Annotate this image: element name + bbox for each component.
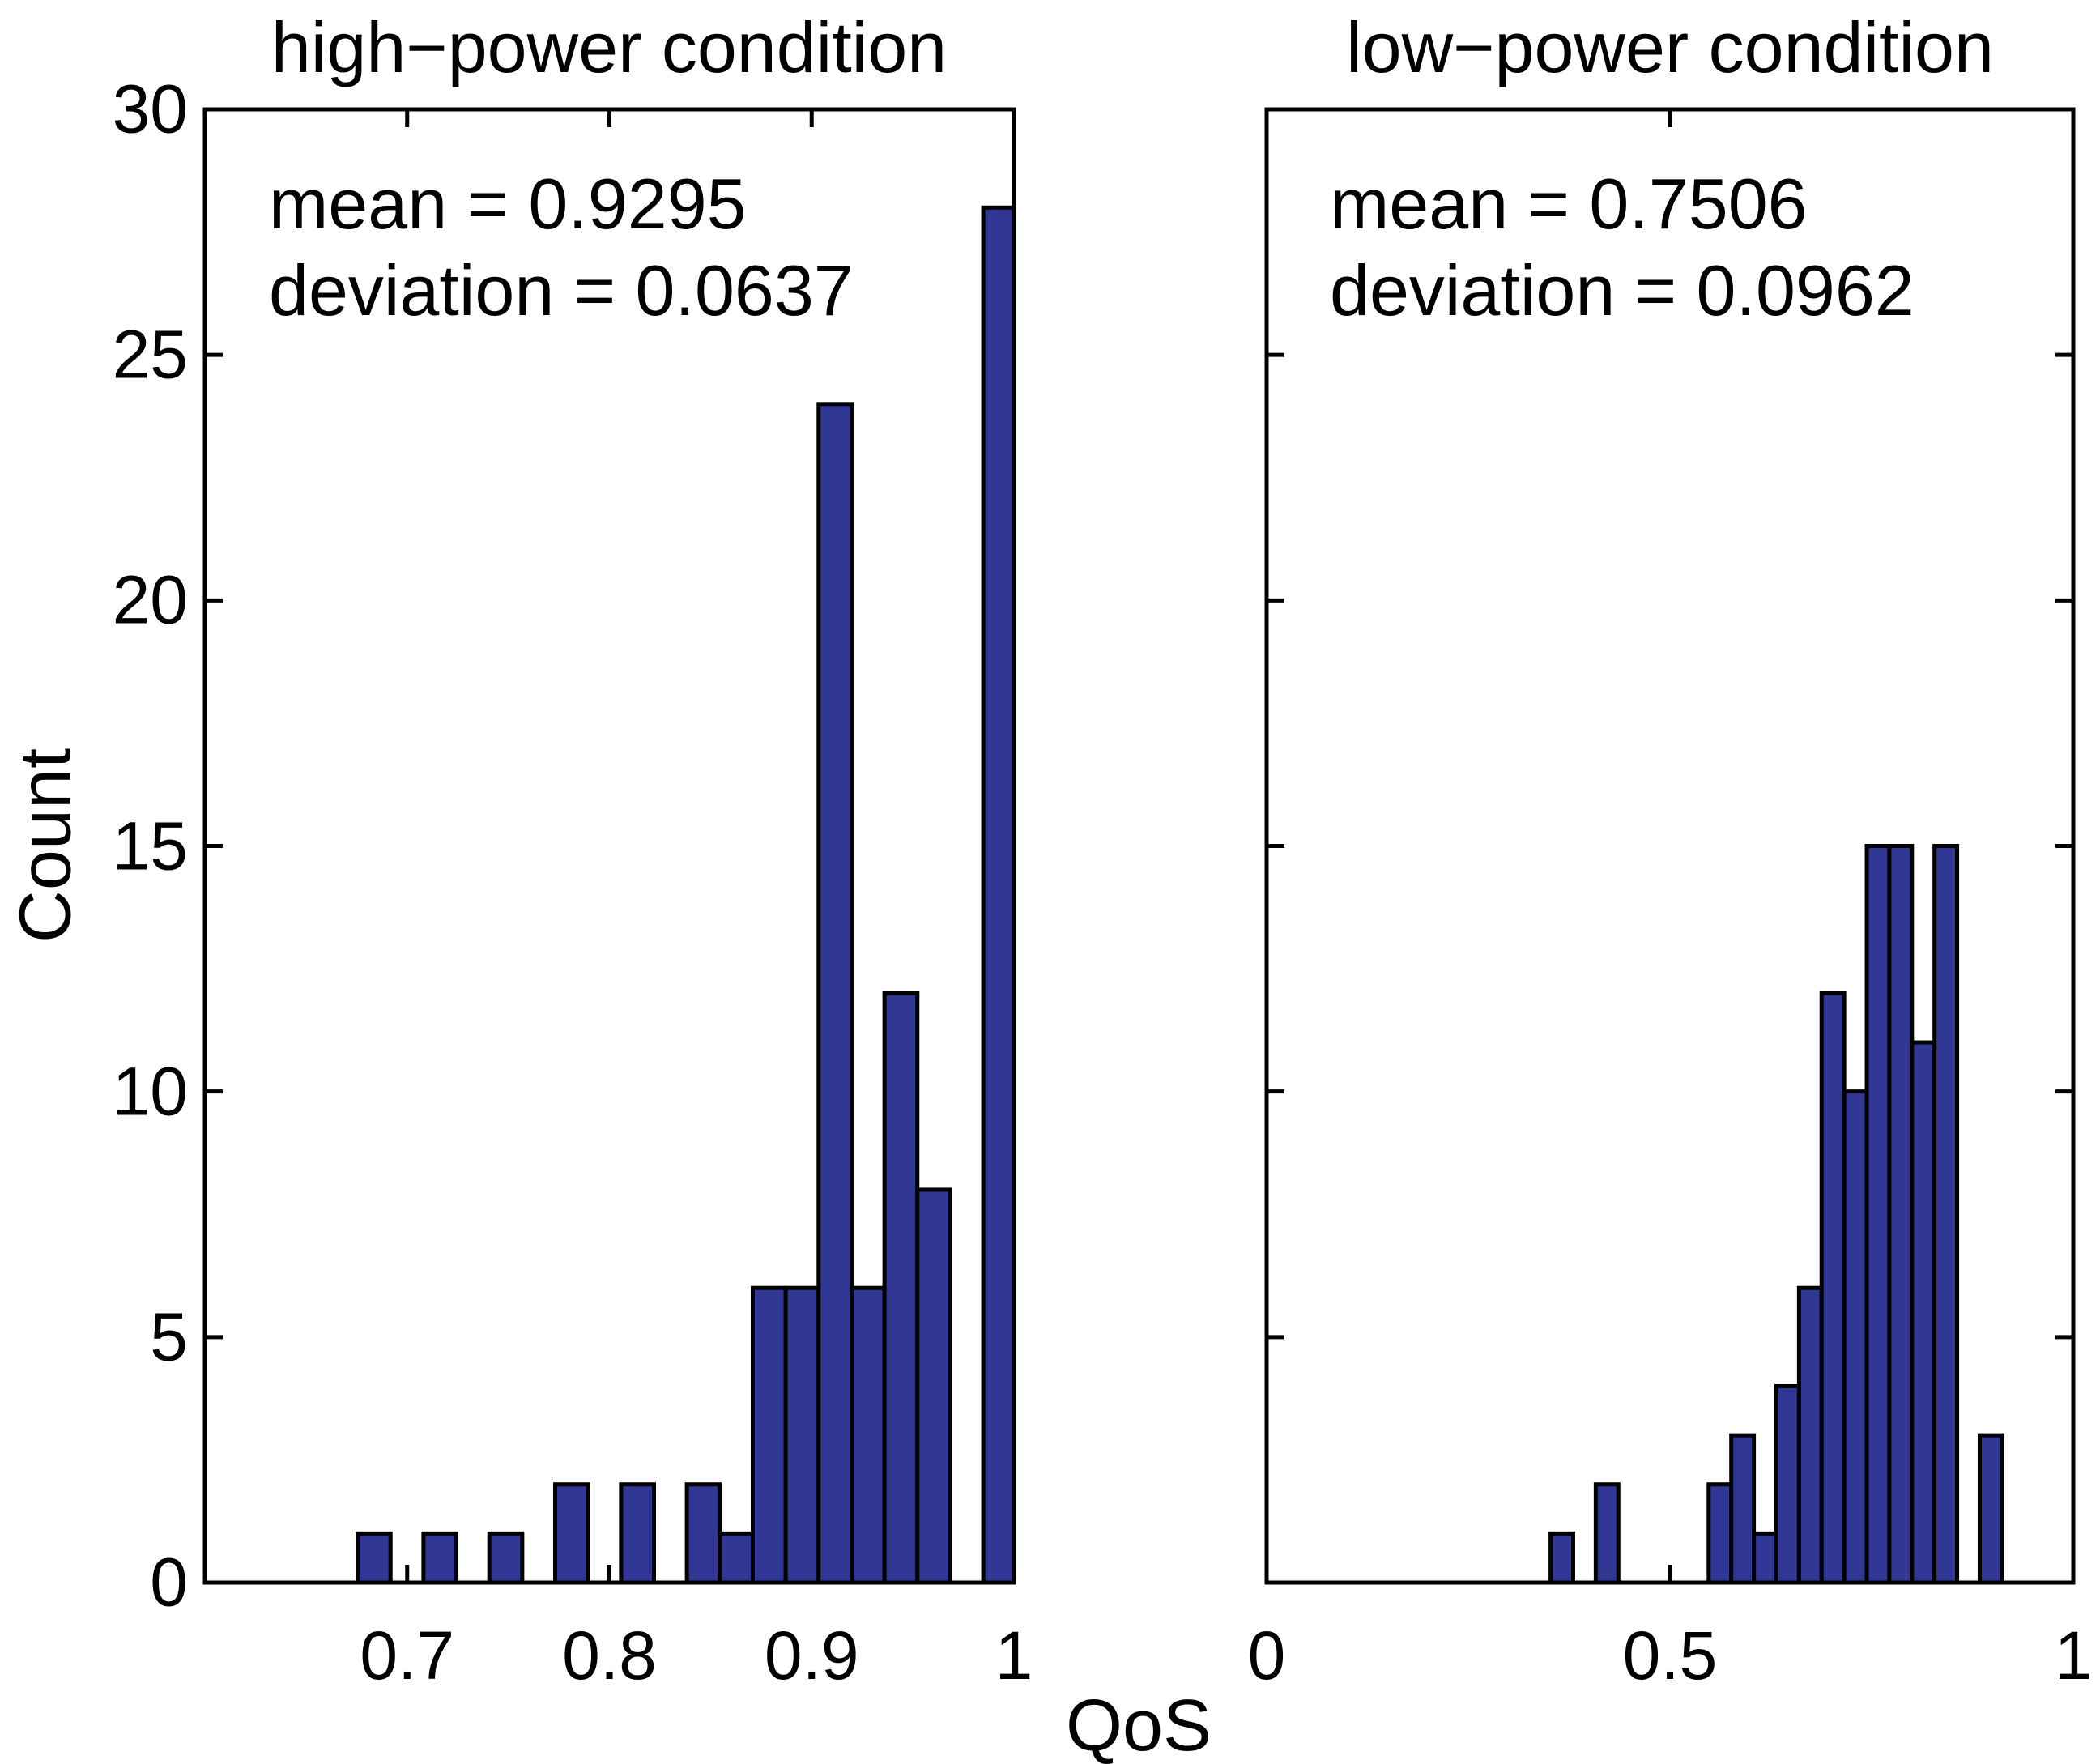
- histogram-bar: [356, 1531, 393, 1585]
- x-tick-label: 0.5: [1622, 1617, 1718, 1694]
- x-tick-label: 0.7: [360, 1617, 455, 1694]
- histogram-bar: [915, 1187, 952, 1585]
- histogram-bar: [421, 1531, 459, 1585]
- y-tick-label: 25: [112, 316, 188, 393]
- histogram-bar: [1752, 1531, 1778, 1585]
- right-deviation-text: deviation = 0.0962: [1330, 250, 1915, 331]
- right-plot-title: low−power condition: [1346, 7, 1994, 87]
- histogram-bar: [783, 1285, 821, 1585]
- histogram-bar: [1729, 1433, 1757, 1585]
- histogram-bar: [1887, 844, 1915, 1585]
- histogram-bar: [1593, 1482, 1621, 1585]
- y-tick-label: 5: [150, 1298, 188, 1375]
- histogram-bar: [1774, 1383, 1801, 1585]
- histogram-bar: [1932, 844, 1960, 1585]
- histogram-bar: [750, 1285, 788, 1585]
- left-histogram: [202, 107, 1016, 1585]
- histogram-bar: [849, 1285, 887, 1585]
- histogram-bar: [1548, 1531, 1575, 1585]
- right-histogram: [1264, 107, 2076, 1585]
- histogram-bar: [1819, 991, 1847, 1585]
- x-tick-label: 0: [1247, 1617, 1286, 1694]
- y-tick-label: 30: [112, 70, 188, 147]
- histogram-bar: [619, 1482, 656, 1585]
- histogram-bar: [1842, 1089, 1869, 1585]
- x-tick-label: 1: [995, 1617, 1033, 1694]
- histogram-bar: [981, 205, 1016, 1585]
- right-mean-text: mean = 0.7506: [1330, 164, 1808, 244]
- plot-border: [1264, 107, 2076, 1585]
- histogram-bar: [718, 1531, 755, 1585]
- histogram-bar: [1706, 1482, 1734, 1585]
- y-tick-label: 20: [112, 561, 188, 638]
- left-plot-title: high−power condition: [270, 7, 948, 87]
- x-tick-label: 0.8: [562, 1617, 657, 1694]
- y-tick-label: 0: [150, 1544, 188, 1621]
- left-plot-stats: mean = 0.9295 deviation = 0.0637: [269, 160, 854, 334]
- x-tick-label: 0.9: [764, 1617, 859, 1694]
- left-mean-text: mean = 0.9295: [269, 164, 747, 244]
- histogram-bar: [553, 1482, 590, 1585]
- histogram-bar: [1796, 1285, 1824, 1585]
- histogram-bar: [1910, 1040, 1937, 1585]
- right-plot-stats: mean = 0.7506 deviation = 0.0962: [1330, 160, 1915, 334]
- x-tick-label: 1: [2054, 1617, 2093, 1694]
- histogram-bar: [816, 402, 854, 1585]
- histogram-bar: [1864, 844, 1892, 1585]
- y-axis-label: Count: [5, 748, 87, 944]
- y-tick-label: 10: [112, 1053, 188, 1130]
- plot-border: [202, 107, 1016, 1585]
- histogram-bar: [487, 1531, 525, 1585]
- histogram-bar: [1977, 1433, 2004, 1585]
- histogram-bar: [684, 1482, 722, 1585]
- x-axis-label: QoS: [1065, 1685, 1212, 1764]
- y-tick-label: 15: [112, 807, 188, 884]
- histogram-bar: [882, 991, 920, 1585]
- left-deviation-text: deviation = 0.0637: [269, 250, 854, 331]
